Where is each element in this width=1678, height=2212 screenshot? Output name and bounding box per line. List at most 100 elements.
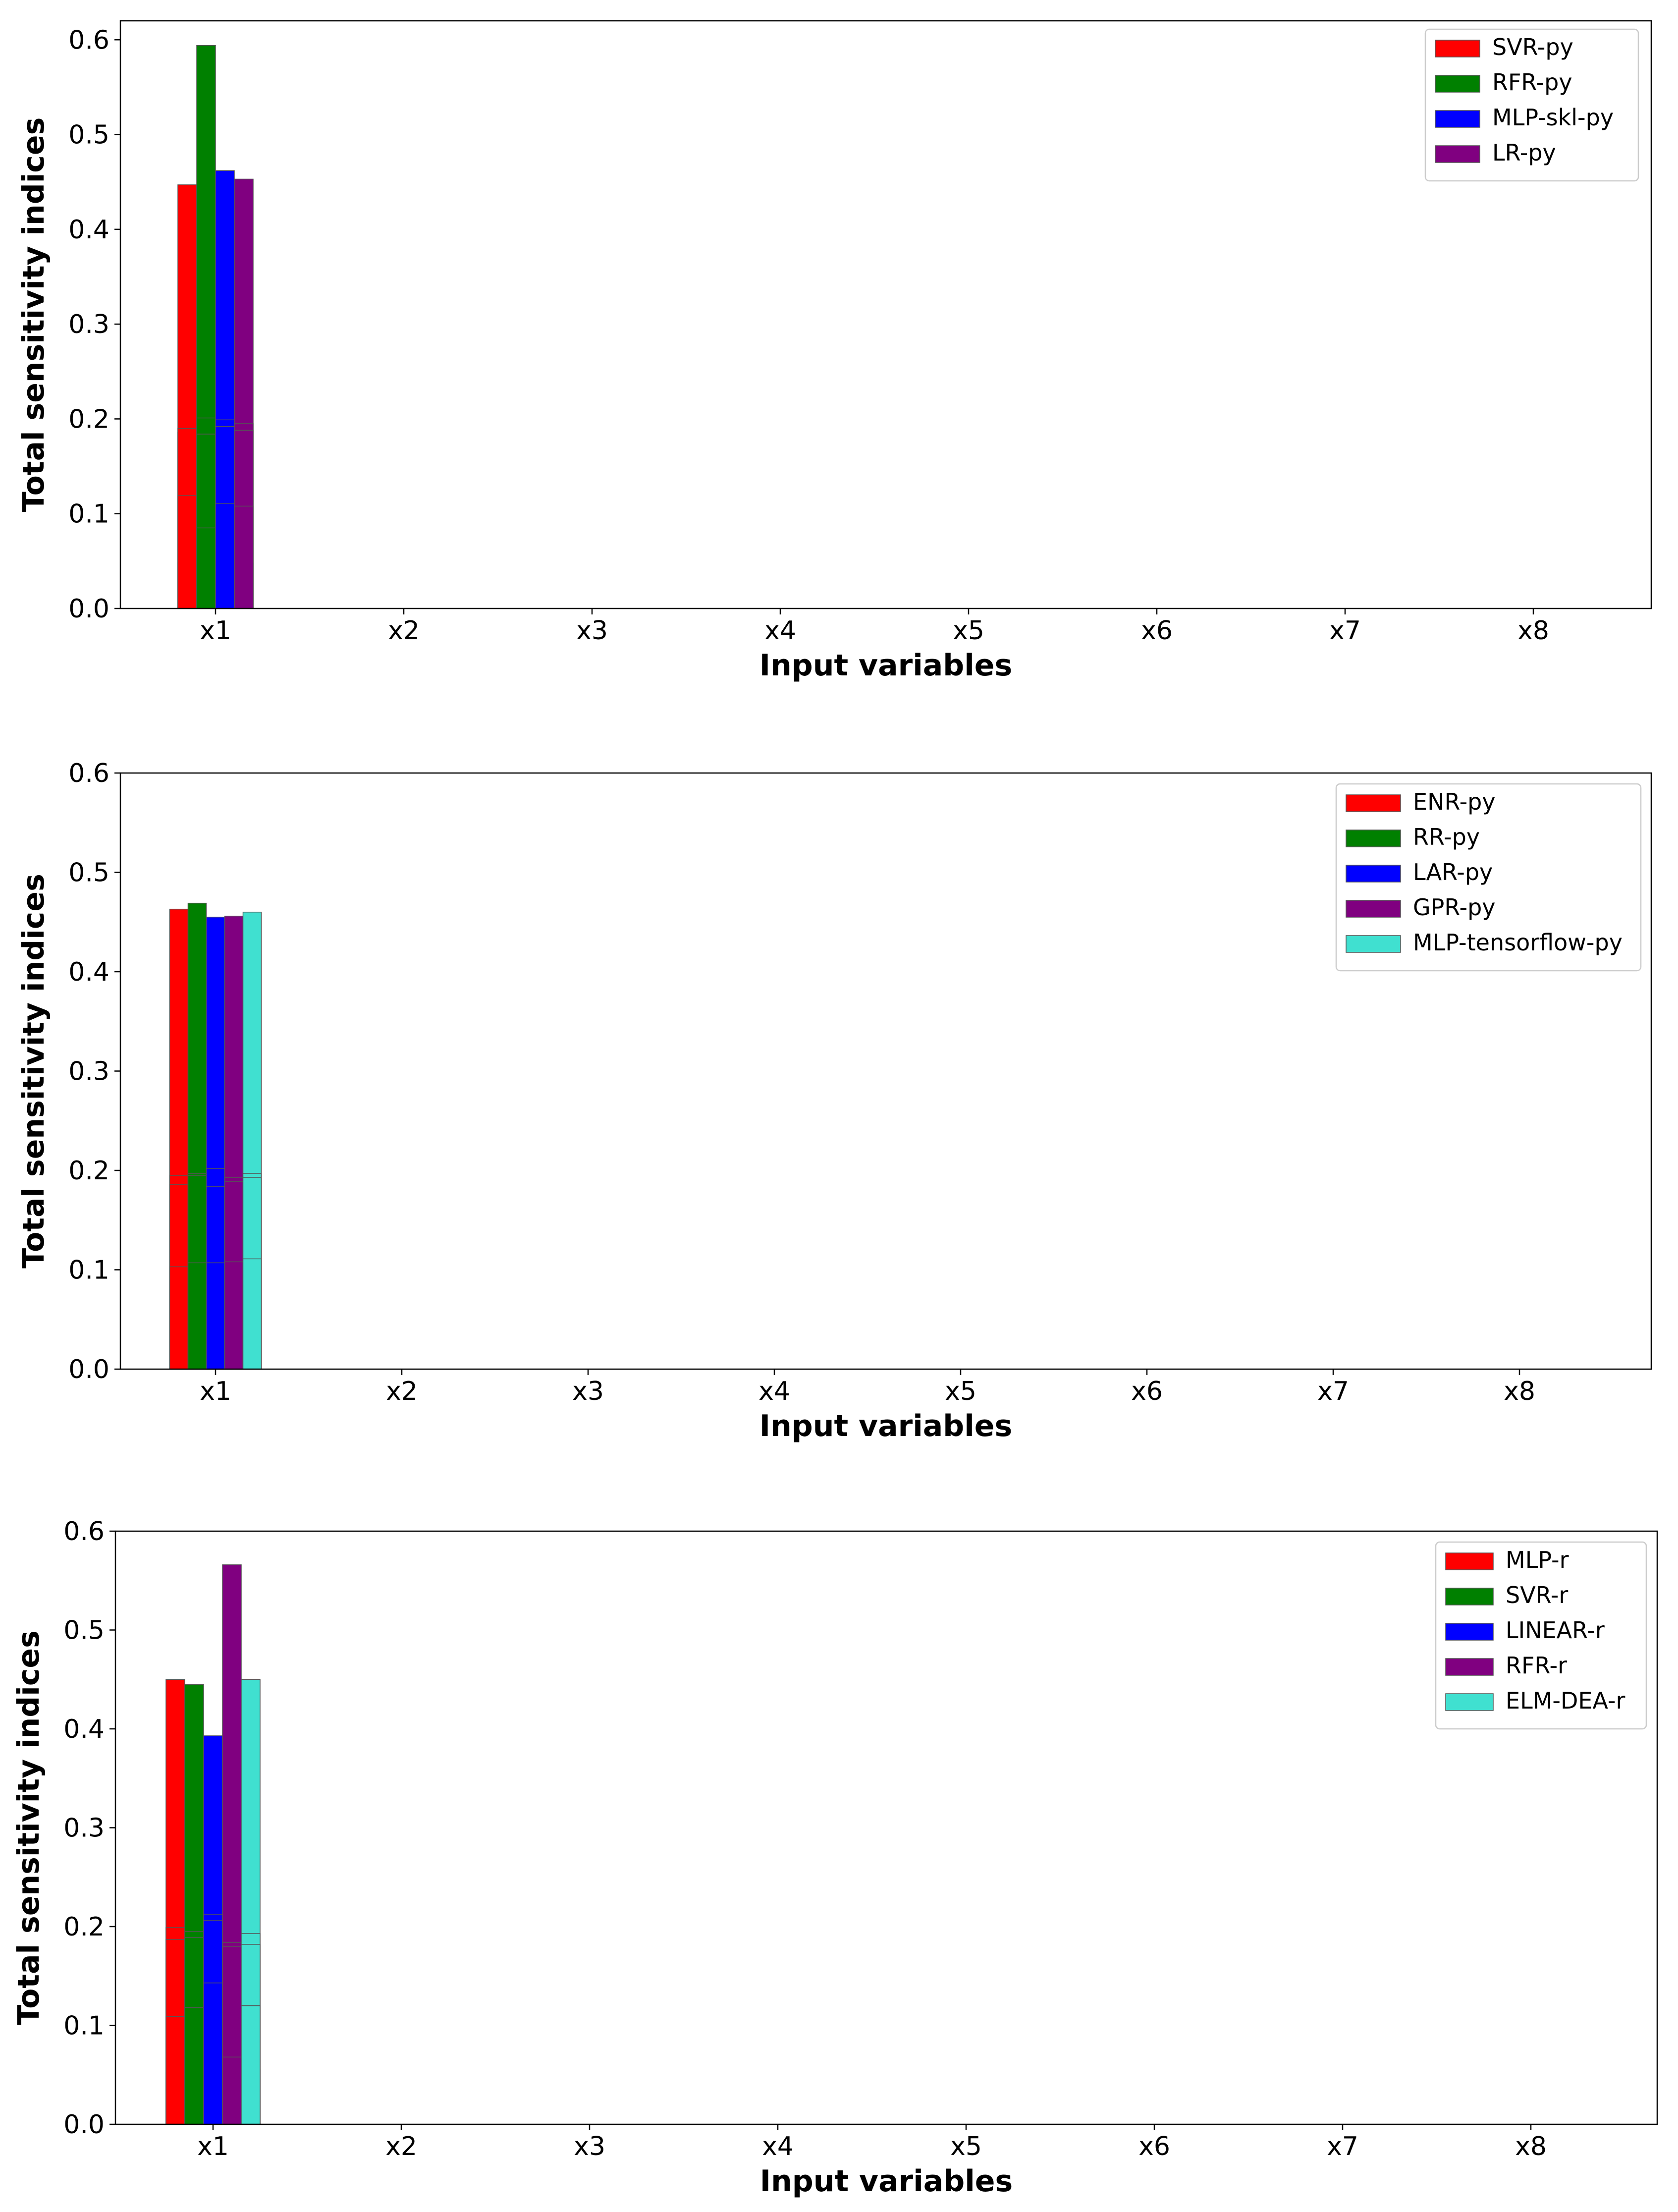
chart-panel-3: 0.0 0.1 0.2 0.3 0.4 0.5 0.6 x1 x2 x3 x4 x5 x6 x7 x8 Inp… [11,1517,1658,2199]
legend-label: LR-py [1492,139,1556,166]
y-tick-label: 0.5 [68,858,109,888]
x-tick-label: x4 [758,1377,790,1406]
y-tick-label: 0.2 [63,1912,105,1942]
x-tick-label: x7 [1327,2132,1358,2161]
x-tick-label: x2 [386,1377,418,1406]
chart-panel-2: 0.0 0.1 0.2 0.3 0.4 0.5 0.6 x1 x2 x3 x4 x5 x6 x7 x8 Inp… [16,759,1652,1443]
y-tick-label: 0.3 [68,310,109,339]
x-tick-label: x3 [572,1377,604,1406]
bar-ENR-py-x8 [169,1266,189,1370]
x-tick-label: x6 [1138,2132,1170,2161]
bar-LR-py-x8 [234,505,254,609]
bar-LAR-py-x8 [206,1262,225,1370]
x-tick-label: x3 [576,616,608,646]
bar-MLP-tensorflow-py-x8 [242,1258,262,1370]
y-tick-label: 0.0 [68,1355,109,1384]
bar-GPR-py-x8 [224,1261,244,1370]
x-axis-label: Input variables [760,2164,1013,2199]
y-axis-label: Total sensitivity indices [16,874,51,1269]
x-tick-label: x7 [1329,616,1361,646]
legend-label: ELM-DEA-r [1506,1687,1625,1714]
legend-swatch-ELM-DEA-r [1445,1693,1494,1711]
plot-frame [119,772,1652,1370]
bar-RFR-py-x8 [196,527,216,609]
bar-RR-py-x8 [187,1262,207,1370]
legend-swatch-ENR-py [1346,794,1401,812]
bar-MLP-skl-py-x8 [215,502,235,609]
chart-panel-1: 0.0 0.1 0.2 0.3 0.4 0.5 0.6 x1 x2 x3 x4 x5 x6 x7 x8 Inp… [16,20,1652,683]
x-axis-label: Input variables [759,1409,1012,1443]
legend-label: RFR-py [1492,69,1572,96]
y-tick-label: 0.2 [68,404,109,434]
x-tick-label: x8 [1515,2132,1547,2161]
plot-frame [114,1530,1658,2125]
x-axis-label: Input variables [759,648,1012,683]
legend-box [1424,28,1639,182]
x-tick-label: x1 [200,1377,231,1406]
legend-label: LAR-py [1413,859,1493,885]
bar-LINEAR-r-x8 [203,1982,223,2125]
legend-label: MLP-r [1506,1547,1569,1573]
y-tick-label: 0.4 [63,1714,105,1744]
legend-label: MLP-skl-py [1492,104,1614,131]
x-tick-label: x5 [950,2132,982,2161]
y-tick-label: 0.3 [68,1057,109,1087]
y-tick-label: 0.0 [68,594,109,624]
y-tick-label: 0.6 [63,1517,105,1547]
bar-SVR-r-x8 [184,2007,204,2125]
x-tick-label: x1 [197,2132,229,2161]
legend-swatch-MLP-skl-py [1435,110,1480,128]
y-tick-label: 0.3 [63,1814,105,1843]
legend-swatch-SVR-py [1435,40,1480,57]
y-tick-label: 0.2 [68,1156,109,1186]
y-axis-label: Total sensitivity indices [16,117,51,512]
x-tick-label: x3 [574,2132,605,2161]
x-tick-label: x8 [1504,1377,1535,1406]
bar-RFR-r-x8 [222,2056,242,2125]
legend-label: RFR-r [1506,1652,1567,1679]
x-tick-label: x5 [953,616,984,646]
y-tick-label: 0.6 [68,25,109,55]
x-tick-label: x4 [762,2132,794,2161]
x-tick-label: x6 [1131,1377,1163,1406]
legend-label: SVR-r [1506,1582,1568,1608]
legend-label: MLP-tensorflow-py [1413,929,1623,956]
legend-swatch-LINEAR-r [1445,1623,1494,1641]
legend-swatch-RFR-py [1435,75,1480,93]
y-tick-label: 0.1 [68,499,109,529]
y-tick-label: 0.4 [68,957,109,987]
y-tick-label: 0.1 [63,2011,105,2041]
x-tick-label: x2 [385,2132,417,2161]
x-tick-label: x2 [388,616,420,646]
x-tick-label: x4 [764,616,796,646]
legend-swatch-LR-py [1435,145,1480,163]
legend-label: RR-py [1413,824,1480,850]
legend-swatch-GPR-py [1346,900,1401,918]
y-tick-label: 0.5 [63,1616,105,1646]
legend-label: SVR-py [1492,34,1573,60]
legend-label: GPR-py [1413,894,1496,921]
y-tick-label: 0.4 [68,215,109,245]
legend: SVR-py RFR-py MLP-skl-py LR-py [1424,28,1639,182]
y-tick-label: 0.6 [68,759,109,788]
legend-swatch-RR-py [1346,830,1401,847]
y-tick-label: 0.5 [68,120,109,150]
x-tick-label: x7 [1317,1377,1349,1406]
y-axis-label: Total sensitivity indices [11,1630,46,2025]
bar-SVR-py-x8 [177,495,197,609]
legend-box [1335,783,1642,972]
legend-swatch-RFR-r [1445,1658,1494,1676]
plot-frame [119,20,1652,609]
legend-label: ENR-py [1413,788,1496,815]
legend: MLP-r SVR-r LINEAR-r RFR-r ELM-DEA-r [1435,1541,1647,1730]
x-tick-label: x6 [1141,616,1173,646]
legend-swatch-MLP-tensorflow-py [1346,935,1401,953]
legend: ENR-py RR-py LAR-py GPR-py MLP-tensorflow-py [1335,783,1642,972]
bar-MLP-r-x8 [165,2016,185,2125]
x-tick-label: x5 [945,1377,976,1406]
y-tick-label: 0.0 [63,2110,105,2140]
legend-label: LINEAR-r [1506,1617,1605,1644]
bar-ELM-DEA-r-x8 [241,2005,261,2125]
legend-swatch-LAR-py [1346,865,1401,883]
